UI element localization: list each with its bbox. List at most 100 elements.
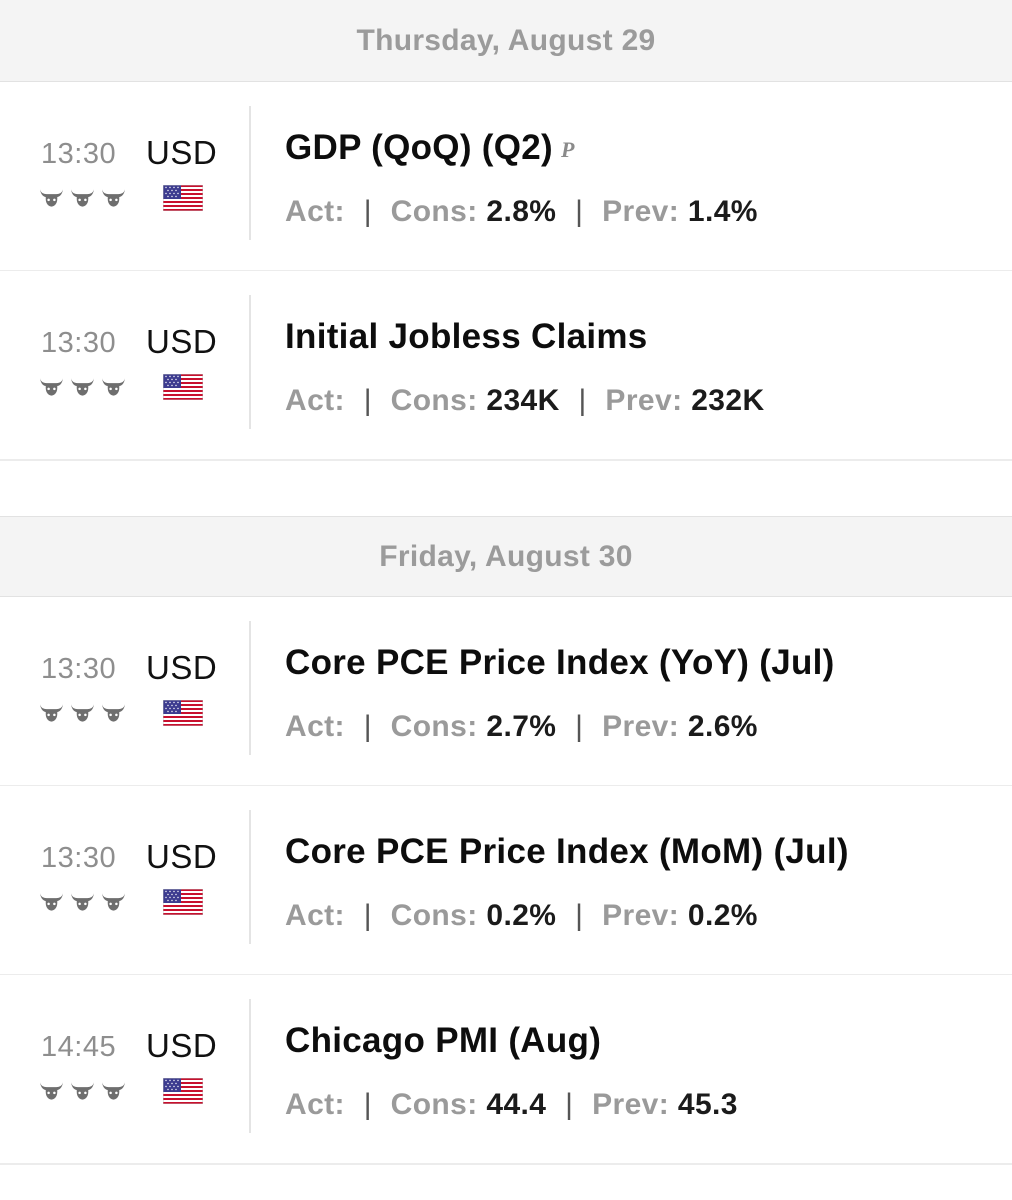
- event-title: Core PCE Price Index (YoY) (Jul): [285, 643, 835, 683]
- bull-icon: [101, 1079, 126, 1101]
- us-flag-icon: [163, 374, 203, 400]
- actual-label: Act:: [285, 710, 345, 743]
- event-title-text: Initial Jobless Claims: [285, 317, 648, 356]
- event-stats: Act: | Cons: 0.2% | Prev: 0.2%: [285, 899, 758, 933]
- importance-rating: [39, 1079, 126, 1101]
- consensus-label: Cons:: [390, 384, 478, 417]
- us-flag-icon: [163, 185, 203, 211]
- consensus-label: Cons:: [390, 899, 478, 932]
- consensus-label: Cons:: [390, 710, 478, 743]
- event-time: 13:30: [41, 653, 117, 685]
- bull-icon: [39, 701, 64, 723]
- consensus-value: 234K: [486, 384, 560, 417]
- bull-icon: [70, 701, 95, 723]
- bull-icon: [101, 701, 126, 723]
- us-flag-icon: [163, 700, 203, 726]
- event-row[interactable]: 14:45 USD Chicago PMI (Aug) Act: | Cons:…: [0, 975, 1012, 1165]
- separator: |: [363, 710, 372, 743]
- bull-icon: [101, 890, 126, 912]
- event-time: 13:30: [41, 327, 117, 359]
- event-time: 14:45: [41, 1031, 117, 1063]
- previous-value: 232K: [691, 384, 765, 417]
- consensus-value: 2.8%: [486, 195, 557, 228]
- consensus-label: Cons:: [390, 195, 478, 228]
- event-title: Initial Jobless Claims: [285, 317, 648, 357]
- separator: |: [565, 1088, 574, 1121]
- bull-icon: [70, 186, 95, 208]
- us-flag-icon: [163, 889, 203, 915]
- bull-icon: [101, 375, 126, 397]
- previous-label: Prev:: [602, 195, 680, 228]
- previous-label: Prev:: [602, 710, 680, 743]
- event-title: GDP (QoQ) (Q2) P: [285, 128, 575, 168]
- previous-label: Prev:: [592, 1088, 670, 1121]
- previous-value: 1.4%: [687, 195, 758, 228]
- bull-icon: [70, 890, 95, 912]
- previous-value: 45.3: [677, 1088, 738, 1121]
- actual-label: Act:: [285, 384, 345, 417]
- event-time: 13:30: [41, 842, 117, 874]
- event-title-text: GDP (QoQ) (Q2): [285, 128, 553, 167]
- importance-rating: [39, 186, 126, 208]
- bull-icon: [70, 375, 95, 397]
- actual-label: Act:: [285, 195, 345, 228]
- divider: [249, 621, 251, 755]
- event-row[interactable]: 13:30 USD Core PCE Price Index (MoM) (Ju…: [0, 786, 1012, 976]
- separator: |: [575, 710, 584, 743]
- actual-label: Act:: [285, 899, 345, 932]
- event-title-text: Chicago PMI (Aug): [285, 1021, 602, 1060]
- day-header: Friday, August 30: [0, 516, 1012, 597]
- consensus-value: 0.2%: [486, 899, 557, 932]
- event-currency: USD: [146, 323, 218, 360]
- event-row[interactable]: 13:30 USD Core PCE Price Index (YoY) (Ju…: [0, 597, 1012, 787]
- event-currency: USD: [146, 1027, 218, 1064]
- consensus-value: 2.7%: [486, 710, 557, 743]
- event-title: Core PCE Price Index (MoM) (Jul): [285, 832, 849, 872]
- event-stats: Act: | Cons: 44.4 | Prev: 45.3: [285, 1088, 738, 1122]
- bull-icon: [39, 1079, 64, 1101]
- preliminary-marker: P: [561, 136, 575, 162]
- separator: |: [363, 195, 372, 228]
- event-title-text: Core PCE Price Index (MoM) (Jul): [285, 832, 849, 871]
- divider: [249, 810, 251, 944]
- previous-label: Prev:: [602, 899, 680, 932]
- us-flag-icon: [163, 1078, 203, 1104]
- importance-rating: [39, 701, 126, 723]
- separator: |: [363, 384, 372, 417]
- importance-rating: [39, 890, 126, 912]
- day-header: Thursday, August 29: [0, 0, 1012, 82]
- consensus-value: 44.4: [486, 1088, 547, 1121]
- divider: [249, 295, 251, 429]
- event-stats: Act: | Cons: 234K | Prev: 232K: [285, 384, 765, 418]
- bull-icon: [39, 375, 64, 397]
- bull-icon: [39, 186, 64, 208]
- event-title: Chicago PMI (Aug): [285, 1021, 601, 1061]
- day-label: Friday, August 30: [379, 539, 633, 573]
- consensus-label: Cons:: [390, 1088, 478, 1121]
- event-time: 13:30: [41, 138, 117, 170]
- divider: [249, 106, 251, 240]
- separator: |: [363, 899, 372, 932]
- event-currency: USD: [146, 649, 218, 686]
- divider: [249, 999, 251, 1133]
- actual-label: Act:: [285, 1088, 345, 1121]
- day-label: Thursday, August 29: [356, 23, 656, 57]
- previous-label: Prev:: [605, 384, 683, 417]
- event-row[interactable]: 13:30 USD GDP (QoQ) (Q2) P Act: | Cons: 2…: [0, 82, 1012, 272]
- previous-value: 0.2%: [687, 899, 758, 932]
- event-currency: USD: [146, 838, 218, 875]
- importance-rating: [39, 375, 126, 397]
- separator: |: [575, 195, 584, 228]
- bull-icon: [39, 890, 64, 912]
- separator: |: [363, 1088, 372, 1121]
- previous-value: 2.6%: [687, 710, 758, 743]
- bull-icon: [101, 186, 126, 208]
- bull-icon: [70, 1079, 95, 1101]
- event-stats: Act: | Cons: 2.7% | Prev: 2.6%: [285, 710, 758, 744]
- event-currency: USD: [146, 134, 218, 171]
- event-stats: Act: | Cons: 2.8% | Prev: 1.4%: [285, 195, 758, 229]
- event-row[interactable]: 13:30 USD Initial Jobless Claims Act: | …: [0, 271, 1012, 461]
- separator: |: [578, 384, 587, 417]
- event-title-text: Core PCE Price Index (YoY) (Jul): [285, 643, 835, 682]
